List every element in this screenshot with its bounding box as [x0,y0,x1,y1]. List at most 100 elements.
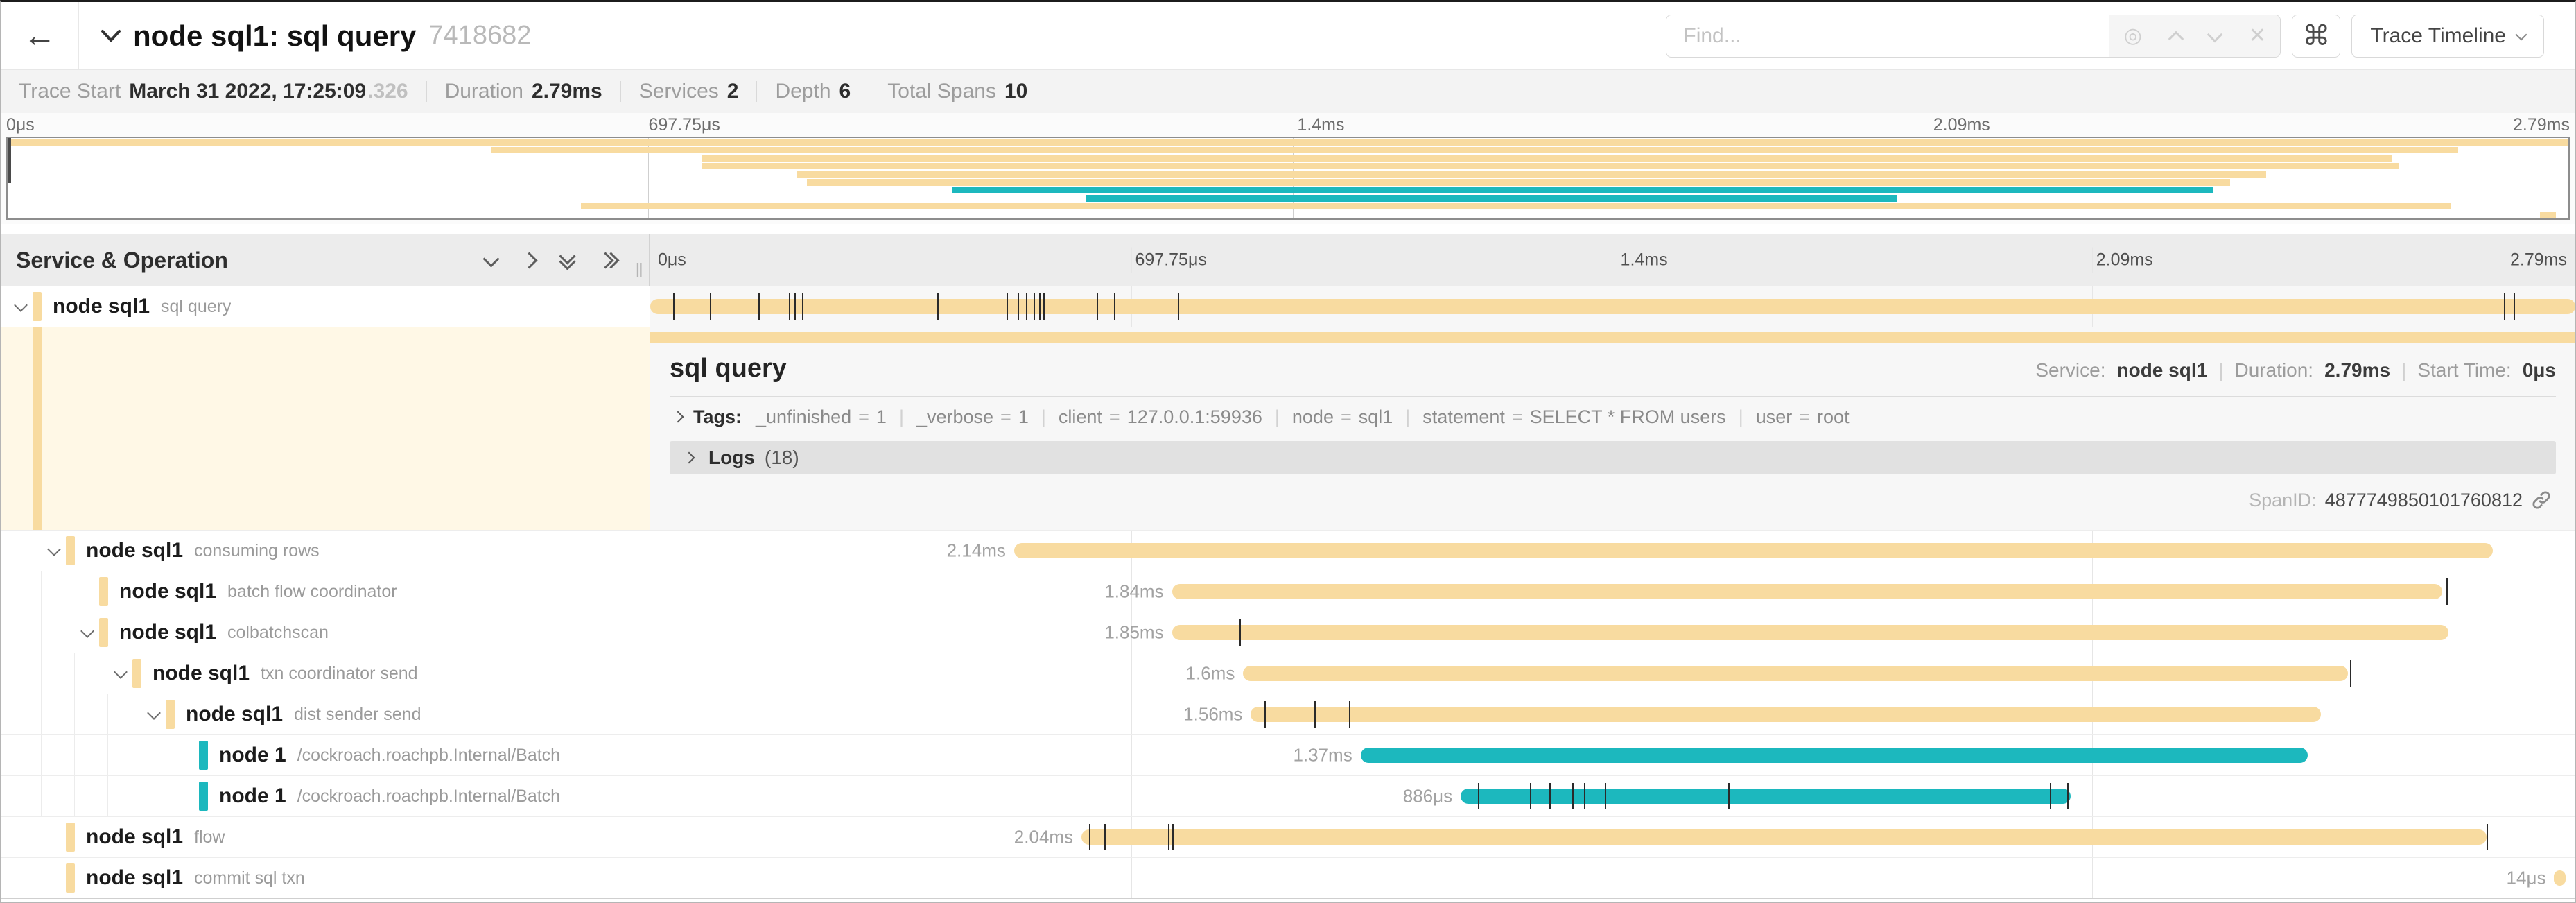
start-time-label: Start Time: [2417,359,2512,381]
span-row[interactable]: node sql1 commit sql txn 14μs [1,858,2575,899]
span-tree-cell[interactable]: node sql1 commit sql txn [1,858,650,898]
span-row[interactable]: node sql1 dist sender send 1.56ms [1,694,2575,735]
span-bar-cell[interactable]: 2.14ms [650,531,2575,571]
collapse-all-icon[interactable] [559,247,576,270]
link-icon[interactable] [2531,490,2552,515]
log-tick [2487,824,2489,850]
chevron-down-icon [114,665,128,679]
ruler-tick-label: 2.09ms [1933,115,1990,135]
service-name: node sql1 [53,295,150,318]
span-bar[interactable] [1360,748,2308,763]
expand-all-icon[interactable] [597,251,620,269]
keyboard-shortcuts-button[interactable]: ⌘ [2292,14,2341,58]
span-tree-cell[interactable]: node sql1 consuming rows [1,531,650,571]
span-bar[interactable] [1081,829,2487,845]
column-splitter-handle[interactable]: ‖ [635,259,643,281]
span-detail-left-cell[interactable] [1,327,650,530]
back-button[interactable]: ← [1,2,79,69]
span-tree-cell[interactable]: node sql1 colbatchscan [1,612,650,653]
span-bar-cell[interactable]: 1.84ms [650,571,2575,612]
span-row[interactable]: node 1/cockroach.roachpb.Internal/Batch 1… [1,735,2575,776]
span-bar-cell[interactable]: 2.04ms [650,817,2575,857]
chevron-down-icon [80,624,94,638]
ruler-tick-label: 697.75μs [648,115,720,135]
span-bar-cell[interactable]: 886μs [650,776,2575,816]
span-row[interactable]: node sql1 txn coordinator send 1.6ms [1,653,2575,694]
divider: | [1041,406,1046,427]
span-row[interactable]: node 1/cockroach.roachpb.Internal/Batch 8… [1,776,2575,817]
divider: | [898,406,904,427]
span-expand-toggle[interactable] [109,665,132,679]
timeline-ruler: 0μs 697.75μs 1.4ms 2.09ms 2.79ms [650,234,2575,286]
span-tree-cell[interactable]: node 1/cockroach.roachpb.Internal/Batch [1,735,650,775]
trace-view-dropdown[interactable]: Trace Timeline [2351,14,2544,58]
minimap-scrubber-handle[interactable] [8,138,11,183]
title-collapse-chevron-icon[interactable] [100,28,122,48]
span-bar-cell[interactable]: 1.85ms [650,612,2575,653]
next-result-icon[interactable] [2207,26,2223,42]
span-bar[interactable] [1013,543,2493,558]
indent-guide [41,653,42,694]
gridline [647,138,649,218]
chevron-down-icon [14,298,28,312]
span-bar[interactable] [2554,870,2566,886]
ruler-tick-label: 2.79ms [2510,250,2567,270]
log-tick [1239,619,1241,646]
gridline [1131,735,1133,775]
log-tick [1033,293,1035,320]
span-bar[interactable] [1243,666,2349,681]
span-row[interactable]: node sql1 sql query [1,286,2575,327]
span-bar[interactable] [1172,584,2443,599]
summary-item: Services 2 [639,80,739,103]
duration-label: Duration: [2234,359,2314,381]
span-duration-label: 2.14ms [946,540,1006,561]
logs-accordion[interactable]: Logs (18) [670,441,2556,474]
operation-name: batch flow coordinator [227,581,397,601]
locate-icon[interactable]: ◎ [2123,24,2142,47]
span-tree-cell[interactable]: node 1/cockroach.roachpb.Internal/Batch [1,776,650,816]
ruler-tick-label: 1.4ms [1620,250,1668,270]
expand-one-icon[interactable] [521,251,538,269]
collapse-one-icon[interactable] [482,250,500,268]
span-tree-cell[interactable]: node sql1 batch flow coordinator [1,571,650,612]
span-bar[interactable] [1461,789,2071,804]
span-expand-toggle[interactable] [42,542,66,556]
span-tree-cell[interactable]: node sql1 txn coordinator send [1,653,650,694]
span-expand-toggle[interactable] [9,298,33,312]
span-bar[interactable] [1251,707,2322,722]
span-row[interactable]: node sql1 consuming rows 2.14ms [1,531,2575,571]
selected-span-bar[interactable] [650,332,2575,343]
span-bar-cell[interactable]: 14μs [650,858,2575,898]
prev-result-icon[interactable] [2168,31,2184,46]
span-bar-cell[interactable] [650,286,2575,327]
span-row[interactable]: node sql1 colbatchscan 1.85ms [1,612,2575,653]
tags-accordion[interactable]: Tags: _unfinished = 1 | _verbose = 1 | client = 12… [670,397,2556,437]
indent-guide [74,653,75,694]
span-expand-toggle[interactable] [76,624,99,638]
span-row[interactable]: node sql1 flow 2.04ms [1,817,2575,858]
tag-item: node = sql1 [1292,406,1393,428]
log-tick [1728,783,1730,809]
logs-label: Logs [708,447,755,468]
minimap-span-bar [806,179,2231,186]
tag-equals: = [1108,406,1120,427]
span-expand-toggle[interactable] [142,706,166,720]
span-bar-cell[interactable]: 1.56ms [650,694,2575,734]
search-input[interactable] [1666,15,2109,57]
summary-label: Depth [775,80,831,103]
span-bar[interactable] [1172,625,2448,640]
clear-search-icon[interactable]: ✕ [2248,24,2266,47]
span-duration-label: 1.6ms [1185,662,1235,684]
span-tree-cell[interactable]: node sql1 sql query [1,286,650,327]
span-bar-cell[interactable]: 1.6ms [650,653,2575,694]
span-tree-cell[interactable]: node sql1 flow [1,817,650,857]
span-row[interactable]: node sql1 batch flow coordinator 1.84ms [1,571,2575,612]
span-tree-cell[interactable]: node sql1 dist sender send [1,694,650,734]
operation-name: sql query [161,296,232,316]
span-bar[interactable] [650,299,2575,314]
span-bar-cell[interactable]: 1.37ms [650,735,2575,775]
span-id-value: 4877749850101760812 [2324,490,2523,510]
log-tick [1583,783,1585,809]
minimap-canvas[interactable] [6,137,2570,220]
tag-key: statement [1422,406,1505,427]
